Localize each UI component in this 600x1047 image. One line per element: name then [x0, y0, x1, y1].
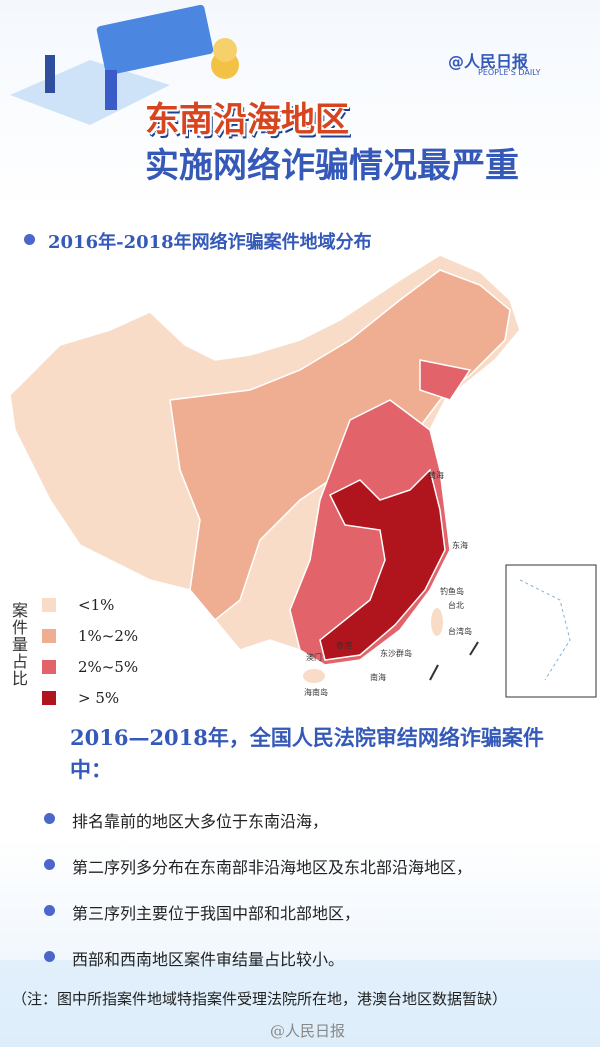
map-label: 东沙群岛 [380, 648, 412, 658]
legend-label: > 5% [78, 689, 120, 707]
map-label: 东海 [452, 540, 468, 550]
inset-line [519, 579, 571, 681]
screen [96, 4, 214, 76]
bullet-text: 第三序列主要位于我国中部和北部地区， [72, 904, 361, 923]
bullet-text: 西部和西南地区案件审结量占比较小。 [72, 950, 345, 969]
summary-heading: 2016—2018年，全国人民法院审结网络诈骗案件中： [70, 725, 544, 782]
map-label: 台湾岛 [448, 626, 472, 636]
title-line: 东南沿海地区 [145, 100, 349, 140]
bullet-dot [44, 905, 55, 916]
bullet-dot [44, 859, 55, 870]
map-label: 南海 [370, 672, 386, 682]
bullet-dot [44, 813, 55, 824]
legend-swatch [42, 629, 56, 643]
island [431, 608, 443, 636]
legend-swatch [42, 660, 56, 674]
title-line: 实施网络诈骗情况最严重 [145, 146, 519, 186]
logo-name: 人民日报 [464, 52, 529, 71]
logo: @人民日报 [448, 48, 528, 72]
bullet-text: 第二序列多分布在东南部非沿海地区及东北部沿海地区， [72, 858, 473, 877]
inset-box [505, 564, 597, 698]
logo-english: PEOPLE'S DAILY [478, 68, 541, 77]
bullet-dot [24, 234, 35, 245]
map-label: 海南岛 [304, 687, 328, 697]
map-label: 钓鱼岛 [440, 586, 464, 596]
map-label: 澳门 [306, 652, 322, 662]
bullet-dot [44, 951, 55, 962]
person [45, 55, 55, 93]
legend-label: <1% [78, 596, 115, 614]
legend-item: > 5% [42, 689, 119, 707]
person [105, 70, 117, 110]
boundary-dash [429, 664, 439, 681]
legend-swatch [42, 598, 56, 612]
legend-title: 案件量占比 [9, 602, 28, 687]
map-label: 黄海 [428, 470, 444, 480]
legend-swatch [42, 691, 56, 705]
legend-item: 2%~5% [42, 658, 138, 676]
map-label: 台北 [448, 600, 464, 610]
footer-band [0, 960, 600, 1047]
platform [10, 60, 170, 125]
legend-label: 1%~2% [78, 627, 139, 645]
section-title: 2016年-2018年网络诈骗案件地域分布 [48, 232, 372, 253]
region [319, 468, 446, 661]
map-label: 香港 [336, 640, 352, 650]
legend-item: <1% [42, 596, 114, 614]
legend-item: 1%~2% [42, 627, 138, 645]
legend-label: 2%~5% [78, 658, 139, 676]
map: 黄海 东海 钓鱼岛 台北 台湾岛 香港 澳门 东沙群岛 海南岛 南海 [9, 254, 597, 698]
island [303, 669, 325, 683]
watermark: @人民日报 [270, 1022, 346, 1040]
note: （注：图中所指案件地域特指案件受理法院所在地，港澳台地区数据暂缺） [12, 990, 508, 1008]
boundary-dash [469, 641, 479, 656]
logo-at: @ [448, 52, 464, 71]
bullet-text: 排名靠前的地区大多位于东南沿海， [72, 812, 329, 831]
coin [213, 38, 237, 62]
